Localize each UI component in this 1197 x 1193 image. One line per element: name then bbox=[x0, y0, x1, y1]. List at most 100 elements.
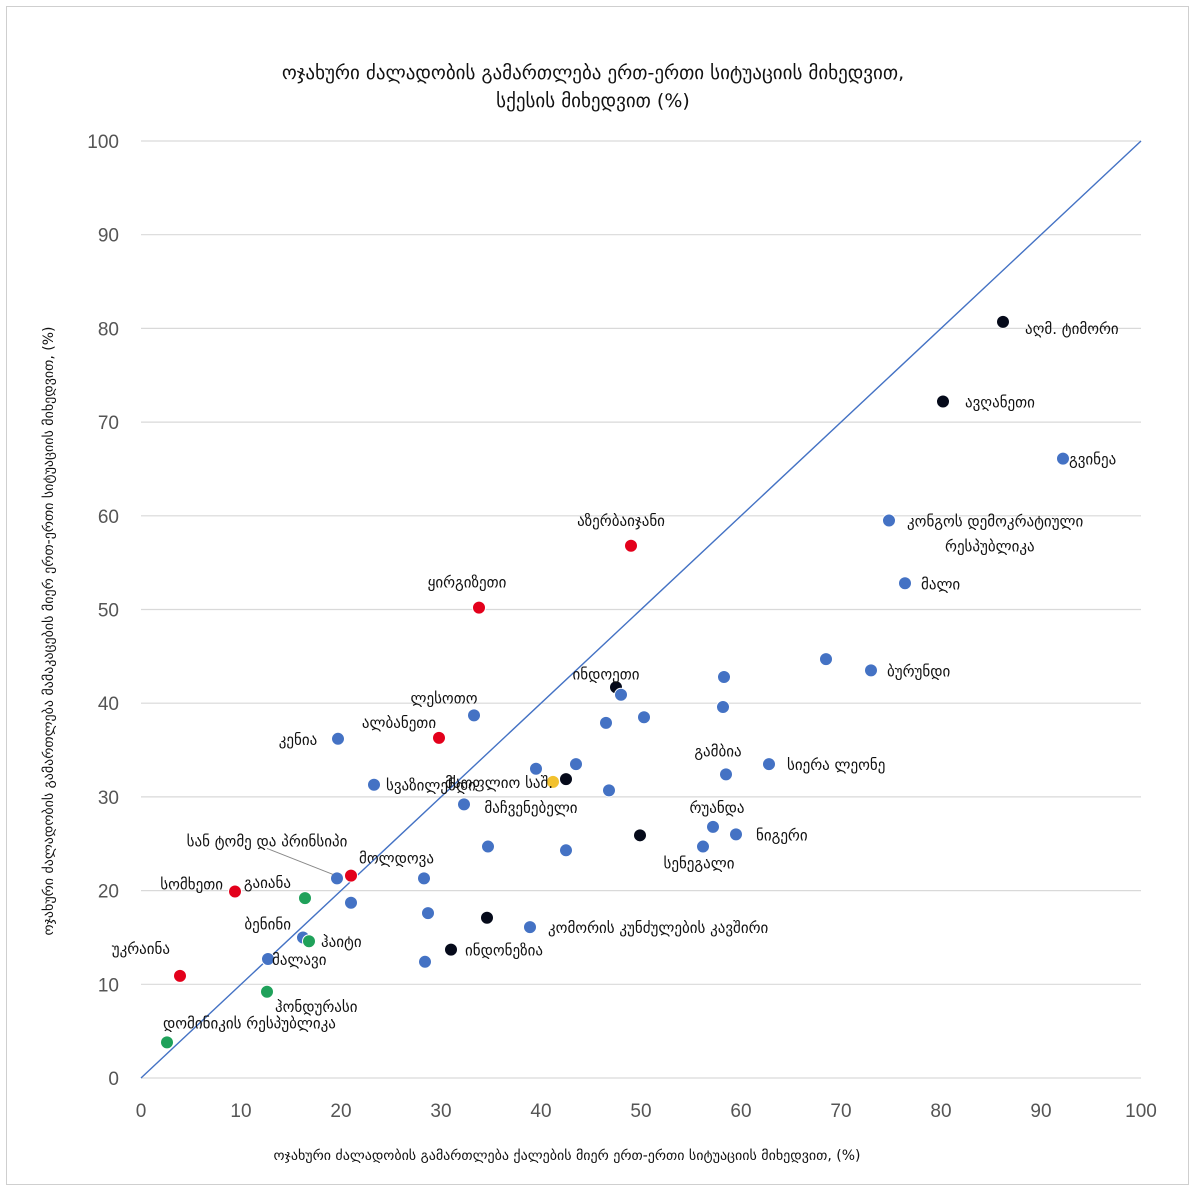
point-label: სიერა ლეონე bbox=[787, 756, 885, 774]
point-label: კონგოს დემოკრატიული bbox=[907, 512, 1084, 530]
x-tick-label: 20 bbox=[330, 1101, 351, 1122]
data-point bbox=[330, 871, 344, 886]
x-tick-label: 0 bbox=[136, 1101, 147, 1122]
data-point bbox=[344, 868, 358, 883]
data-point bbox=[302, 934, 316, 949]
point-label: ავღანეთი bbox=[965, 393, 1035, 411]
y-tick-label: 0 bbox=[108, 1069, 119, 1090]
point-label: სვაზილენდი bbox=[386, 777, 476, 795]
y-axis-label: ოჯახური ძალადობის გამართლება მამაკაცების… bbox=[40, 327, 57, 936]
data-point bbox=[1056, 451, 1070, 466]
point-label: ბენინი bbox=[244, 915, 291, 933]
y-tick-label: 10 bbox=[98, 975, 119, 996]
data-point bbox=[716, 699, 730, 714]
data-points bbox=[160, 314, 1070, 1050]
data-point bbox=[719, 767, 733, 782]
point-label: სან ტომე და პრინსიპი bbox=[187, 832, 348, 850]
point-label: რესპუბლიკა bbox=[945, 537, 1035, 555]
point-label: ლესოთო bbox=[410, 689, 477, 707]
data-point bbox=[261, 952, 275, 967]
x-tick-label: 100 bbox=[1125, 1101, 1157, 1122]
y-tick-label: 20 bbox=[98, 882, 119, 903]
y-tick-label: 40 bbox=[98, 694, 119, 715]
x-tick-label: 50 bbox=[630, 1101, 651, 1122]
point-label: ჰაიტი bbox=[321, 933, 362, 951]
reference-line bbox=[140, 140, 1142, 1079]
data-point bbox=[417, 871, 431, 886]
x-tick-label: 80 bbox=[930, 1101, 951, 1122]
chart-title-line-1: ოჯახური ძალადობის გამართლება ერთ-ერთი სი… bbox=[282, 62, 904, 84]
point-label: ინდოეთი bbox=[572, 665, 639, 683]
data-point bbox=[367, 777, 381, 792]
x-tick-label: 10 bbox=[230, 1101, 251, 1122]
point-label: სომხეთი bbox=[160, 876, 223, 894]
data-point bbox=[418, 954, 432, 969]
point-label: მსოფლიო საშ. bbox=[445, 774, 553, 792]
data-point bbox=[717, 669, 731, 684]
point-label: კომორის კუნძულების კავშირი bbox=[548, 919, 769, 937]
data-point bbox=[569, 757, 583, 772]
data-point bbox=[228, 884, 242, 899]
data-point bbox=[898, 576, 912, 591]
data-point bbox=[624, 538, 638, 553]
point-label: კენია bbox=[279, 731, 318, 749]
data-point bbox=[762, 757, 776, 772]
axis-ticks: 0 10 20 30 40 50 60 70 80 90 100 0 10 20 30 40 50 60 70 80 9… bbox=[87, 132, 1157, 1122]
x-tick-label: 90 bbox=[1030, 1101, 1051, 1122]
point-label: ჰონდურასი bbox=[275, 998, 358, 1016]
data-point bbox=[331, 731, 345, 746]
point-label: მალი bbox=[921, 575, 960, 593]
data-point bbox=[298, 891, 312, 906]
x-axis-label: ოჯახური ძალადობის გამართლება ქალების მიე… bbox=[273, 1147, 860, 1164]
data-point bbox=[614, 687, 628, 702]
data-point bbox=[457, 797, 471, 812]
point-label: მალავი bbox=[272, 951, 327, 969]
label-leader-line bbox=[266, 847, 334, 875]
data-point bbox=[421, 906, 435, 921]
x-tick-label: 70 bbox=[830, 1101, 851, 1122]
data-point bbox=[467, 708, 481, 723]
data-point bbox=[432, 730, 446, 745]
data-point bbox=[160, 1035, 174, 1050]
chart-title-line-2: სქესის მიხედვით (%) bbox=[496, 90, 690, 112]
point-label: ნიგერი bbox=[756, 826, 808, 844]
y-tick-label: 60 bbox=[98, 507, 119, 528]
point-label: რუანდა bbox=[689, 799, 744, 817]
y-tick-label: 70 bbox=[98, 413, 119, 434]
point-label: აზერბაიჯანი bbox=[577, 512, 665, 530]
point-label: უკრაინა bbox=[112, 940, 170, 958]
point-label: ბურუნდი bbox=[887, 662, 950, 680]
point-label: გამბია bbox=[694, 742, 741, 760]
data-point bbox=[559, 772, 573, 787]
point-label: აღმ. ტიმორი bbox=[1025, 320, 1119, 338]
point-label: გაიანა bbox=[244, 874, 291, 892]
point-label: მაჩვენებელი bbox=[484, 799, 577, 817]
point-label: დომინიკის რესპუბლიკა bbox=[163, 1014, 336, 1032]
data-point bbox=[729, 827, 743, 842]
x-tick-label: 30 bbox=[430, 1101, 451, 1122]
data-point bbox=[559, 843, 573, 858]
y-tick-label: 50 bbox=[98, 601, 119, 622]
data-point bbox=[480, 910, 494, 925]
data-point bbox=[546, 774, 560, 789]
data-point bbox=[602, 783, 616, 798]
y-tick-label: 80 bbox=[98, 319, 119, 340]
point-labels: აღმ. ტიმორი ავღანეთი გვინეა კონგოს დემოკრატ… bbox=[112, 320, 1119, 1033]
point-label: ყირგიზეთი bbox=[428, 574, 507, 592]
data-point bbox=[936, 394, 950, 409]
point-label: ინდონეზია bbox=[465, 942, 543, 960]
x-tick-label: 60 bbox=[730, 1101, 751, 1122]
data-point bbox=[472, 600, 486, 615]
point-label: სენეგალი bbox=[664, 855, 735, 873]
data-point bbox=[260, 984, 274, 999]
data-point bbox=[523, 920, 537, 935]
y-tick-label: 100 bbox=[87, 132, 119, 153]
data-point bbox=[173, 968, 187, 983]
data-point bbox=[481, 839, 495, 854]
data-point bbox=[599, 715, 613, 730]
data-point bbox=[996, 314, 1010, 329]
data-point bbox=[864, 663, 878, 678]
data-point bbox=[696, 839, 710, 854]
point-label: გვინეა bbox=[1069, 451, 1116, 469]
point-label: მოლდოვა bbox=[359, 850, 434, 868]
